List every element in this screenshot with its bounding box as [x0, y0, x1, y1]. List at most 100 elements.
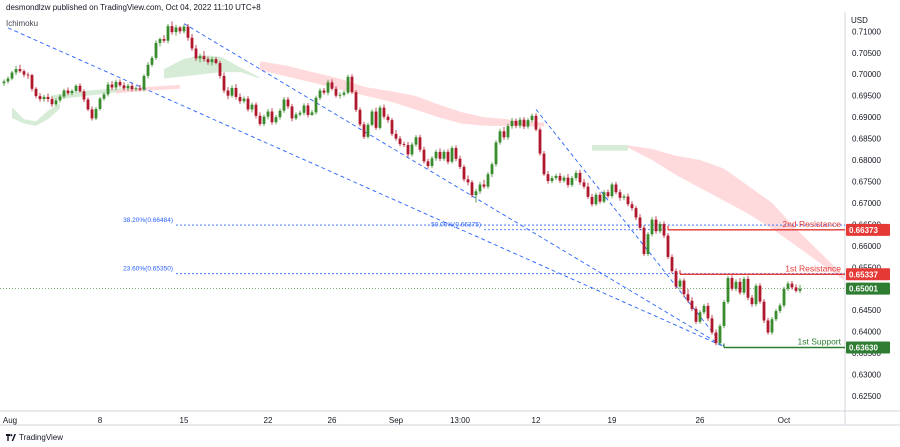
candle-body	[534, 115, 538, 130]
x-tick-label: 26	[328, 416, 337, 425]
candle-body	[282, 99, 286, 111]
candle-body	[318, 90, 322, 98]
candle-body	[482, 184, 486, 187]
candle-body	[66, 90, 70, 94]
candle-body	[38, 96, 42, 100]
ichimoku-cloud-bullish-2	[164, 54, 260, 79]
candle-body	[746, 278, 750, 298]
y-tick-label: 0.67000	[852, 199, 881, 208]
y-tick-label: 0.63000	[852, 371, 881, 380]
candle-body	[222, 75, 226, 91]
candle-body	[790, 283, 794, 288]
candle-body	[522, 119, 526, 127]
x-tick-label: Oct	[778, 416, 791, 425]
candle-body	[502, 131, 506, 138]
candle-body	[506, 126, 510, 138]
y-tick-label: 0.62500	[852, 392, 881, 401]
candle-body	[530, 115, 534, 121]
ichimoku-cloud-bullish-0	[12, 103, 60, 126]
candle-body	[770, 319, 774, 333]
x-tick-label: 12	[532, 416, 541, 425]
candle-body	[174, 27, 178, 33]
candle-body	[294, 114, 298, 119]
candle-body	[254, 104, 258, 116]
candle-body	[358, 109, 362, 125]
candle-body	[750, 297, 754, 305]
candle-body	[410, 144, 414, 155]
candle-body	[582, 182, 586, 187]
candle-body	[242, 98, 246, 102]
candle-body	[614, 184, 618, 193]
candle-body	[794, 287, 798, 291]
candle-body	[14, 69, 18, 73]
candle-body	[438, 151, 442, 159]
candle-body	[362, 124, 366, 137]
candle-body	[266, 111, 270, 117]
candle-body	[762, 301, 766, 321]
candle-body	[414, 137, 418, 145]
candle-body	[230, 87, 234, 96]
candle-body	[694, 308, 698, 322]
x-tick-label: 26	[696, 416, 705, 425]
candle-body	[6, 78, 10, 82]
candle-body	[58, 96, 62, 101]
candle-body	[498, 131, 502, 143]
candle-body	[54, 100, 58, 105]
candle-body	[598, 194, 602, 202]
price-tag-current: 0.65001	[846, 282, 890, 295]
candle-body	[314, 97, 318, 113]
candle-body	[710, 318, 714, 333]
candle-body	[310, 112, 314, 115]
candle-body	[270, 111, 274, 123]
x-tick-label: 8	[98, 416, 103, 425]
candle-body	[554, 175, 558, 179]
candle-body	[206, 59, 210, 63]
x-tick-label: 22	[264, 416, 273, 425]
candle-body	[486, 174, 490, 187]
candle-body	[42, 96, 46, 100]
ichimoku-cloud-bullish-1	[52, 87, 124, 100]
y-tick-label: 0.69500	[852, 92, 881, 101]
candle-body	[390, 120, 394, 134]
candle-body	[182, 26, 186, 32]
candle-body	[442, 151, 446, 159]
candle-body	[426, 161, 430, 167]
candle-body	[650, 219, 654, 235]
price-tag-resistance-1: 0.65337	[846, 268, 890, 281]
candle-body	[722, 302, 726, 327]
candle-body	[682, 280, 686, 295]
ichimoku-cloud-bullish-7	[592, 145, 628, 151]
candle-body	[742, 278, 746, 293]
candle-body	[638, 217, 642, 228]
y-tick-label: 0.68500	[852, 135, 881, 144]
candle-body	[98, 98, 102, 109]
candle-body	[198, 56, 202, 59]
y-tick-label: 0.64000	[852, 328, 881, 337]
candle-body	[766, 320, 770, 333]
candle-body	[302, 105, 306, 113]
candle-body	[490, 164, 494, 175]
candle-body	[798, 288, 802, 291]
x-tick-label: Aug	[3, 416, 17, 425]
candle-body	[774, 311, 778, 320]
candle-body	[178, 27, 182, 32]
y-tick-label: 0.63500	[852, 349, 881, 358]
candle-body	[238, 96, 242, 102]
footer-brand: TradingView	[19, 433, 64, 442]
candle-body	[126, 85, 130, 89]
candle-body	[386, 116, 390, 121]
candle-body	[418, 137, 422, 150]
candle-body	[666, 235, 670, 257]
candle-body	[730, 278, 734, 289]
candle-body	[434, 151, 438, 159]
y-tick-label: 0.68000	[852, 156, 881, 165]
candle-body	[306, 105, 310, 115]
price-tag-support-2: 0.63630	[846, 341, 890, 354]
candle-body	[758, 285, 762, 302]
candle-body	[202, 56, 206, 60]
candle-body	[494, 142, 498, 165]
fib-label-1: 50.00%(0.66375)	[431, 222, 481, 229]
candle-body	[550, 178, 554, 182]
